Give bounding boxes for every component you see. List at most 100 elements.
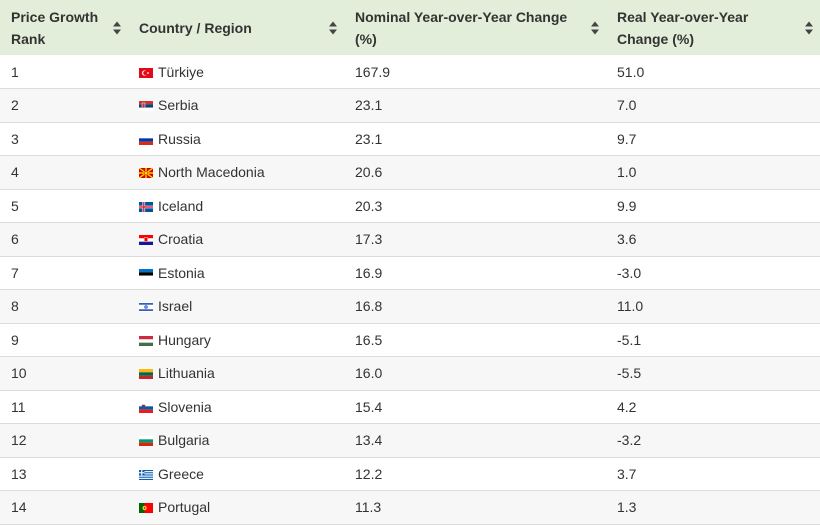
table-row: 9 Hungary 16.5 -5.1 bbox=[0, 323, 820, 357]
table-row: 8 Israel 16.8 11.0 bbox=[0, 289, 820, 324]
sort-icon[interactable] bbox=[329, 21, 337, 34]
bulgaria-flag-icon bbox=[139, 436, 153, 447]
real-change-cell: 1.0 bbox=[606, 155, 820, 190]
country-cell: Lithuania bbox=[128, 356, 344, 391]
country-name: Greece bbox=[158, 465, 204, 482]
rank-cell: 8 bbox=[0, 289, 128, 324]
table-row: 14 Portugal 11.3 1.3 bbox=[0, 490, 820, 525]
sort-icon[interactable] bbox=[113, 21, 121, 34]
israel-flag-icon bbox=[139, 302, 153, 313]
rank-cell: 5 bbox=[0, 189, 128, 223]
column-header-country[interactable]: Country / Region bbox=[128, 0, 344, 55]
table-row: 2 Serbia 23.1 7.0 bbox=[0, 88, 820, 123]
real-change-cell: 1.3 bbox=[606, 490, 820, 525]
column-header-label: Nominal Year-over-Year Change (%) bbox=[355, 9, 568, 47]
rank-cell: 4 bbox=[0, 155, 128, 190]
country-name: Slovenia bbox=[158, 398, 212, 415]
turkey-flag-icon bbox=[139, 67, 153, 78]
north-macedonia-flag-icon bbox=[139, 168, 153, 179]
table-row: 1 Türkiye 167.9 51.0 bbox=[0, 55, 820, 89]
estonia-flag-icon bbox=[139, 268, 153, 279]
table-row: 12 Bulgaria 13.4 -3.2 bbox=[0, 423, 820, 458]
nominal-change-cell: 23.1 bbox=[344, 122, 606, 156]
country-cell: Portugal bbox=[128, 490, 344, 525]
lithuania-flag-icon bbox=[139, 369, 153, 380]
rank-cell: 2 bbox=[0, 88, 128, 123]
rank-cell: 14 bbox=[0, 490, 128, 525]
portugal-flag-icon bbox=[139, 503, 153, 514]
country-cell: Iceland bbox=[128, 189, 344, 223]
greece-flag-icon bbox=[139, 469, 153, 480]
table-row: 13 Greece 12.2 3.7 bbox=[0, 457, 820, 491]
nominal-change-cell: 167.9 bbox=[344, 55, 606, 89]
table-row: 11 Slovenia 15.4 4.2 bbox=[0, 390, 820, 424]
column-header-label: Real Year-over-Year Change (%) bbox=[617, 9, 749, 47]
table-row: 5 Iceland 20.3 9.9 bbox=[0, 189, 820, 223]
russia-flag-icon bbox=[139, 134, 153, 145]
country-name: Serbia bbox=[158, 97, 199, 114]
country-cell: Russia bbox=[128, 122, 344, 156]
country-cell: Estonia bbox=[128, 256, 344, 290]
country-cell: Croatia bbox=[128, 222, 344, 257]
real-change-cell: 7.0 bbox=[606, 88, 820, 123]
country-cell: Greece bbox=[128, 457, 344, 491]
nominal-change-cell: 23.1 bbox=[344, 88, 606, 123]
table-row: 6 Croatia 17.3 3.6 bbox=[0, 222, 820, 257]
nominal-change-cell: 15.4 bbox=[344, 390, 606, 424]
country-name: Israel bbox=[158, 298, 193, 315]
table-row: 3 Russia 23.1 9.7 bbox=[0, 122, 820, 156]
rank-cell: 6 bbox=[0, 222, 128, 257]
country-cell: Serbia bbox=[128, 88, 344, 123]
hungary-flag-icon bbox=[139, 335, 153, 346]
column-header-label: Country / Region bbox=[139, 20, 252, 36]
real-change-cell: 3.6 bbox=[606, 222, 820, 257]
sort-icon[interactable] bbox=[591, 21, 599, 34]
nominal-change-cell: 13.4 bbox=[344, 423, 606, 458]
rank-cell: 1 bbox=[0, 55, 128, 89]
column-header-nominal[interactable]: Nominal Year-over-Year Change (%) bbox=[344, 0, 606, 55]
table-header: Price Growth Rank Country / Region Nomin… bbox=[0, 0, 820, 55]
nominal-change-cell: 16.9 bbox=[344, 256, 606, 290]
country-name: Croatia bbox=[158, 231, 204, 248]
country-name: Türkiye bbox=[158, 63, 204, 80]
rank-cell: 13 bbox=[0, 457, 128, 491]
nominal-change-cell: 17.3 bbox=[344, 222, 606, 257]
country-name: Bulgaria bbox=[158, 432, 210, 449]
rank-cell: 10 bbox=[0, 356, 128, 391]
nominal-change-cell: 12.2 bbox=[344, 457, 606, 491]
nominal-change-cell: 16.0 bbox=[344, 356, 606, 391]
real-change-cell: -3.0 bbox=[606, 256, 820, 290]
rank-cell: 11 bbox=[0, 390, 128, 424]
real-change-cell: -5.5 bbox=[606, 356, 820, 391]
slovenia-flag-icon bbox=[139, 402, 153, 413]
rank-cell: 7 bbox=[0, 256, 128, 290]
real-change-cell: 9.7 bbox=[606, 122, 820, 156]
serbia-flag-icon bbox=[139, 101, 153, 112]
nominal-change-cell: 16.8 bbox=[344, 289, 606, 324]
nominal-change-cell: 20.6 bbox=[344, 155, 606, 190]
real-change-cell: 9.9 bbox=[606, 189, 820, 223]
table-row: 10 Lithuania 16.0 -5.5 bbox=[0, 356, 820, 391]
country-name: Portugal bbox=[158, 499, 211, 516]
real-change-cell: 51.0 bbox=[606, 55, 820, 89]
nominal-change-cell: 20.3 bbox=[344, 189, 606, 223]
nominal-change-cell: 11.3 bbox=[344, 490, 606, 525]
real-change-cell: -3.2 bbox=[606, 423, 820, 458]
real-change-cell: 11.0 bbox=[606, 289, 820, 324]
country-name: Iceland bbox=[158, 197, 204, 214]
country-name: Lithuania bbox=[158, 365, 215, 382]
country-cell: North Macedonia bbox=[128, 155, 344, 190]
real-change-cell: 4.2 bbox=[606, 390, 820, 424]
nominal-change-cell: 16.5 bbox=[344, 323, 606, 357]
column-header-label: Price Growth Rank bbox=[11, 9, 99, 47]
country-cell: Türkiye bbox=[128, 55, 344, 89]
croatia-flag-icon bbox=[139, 235, 153, 246]
sort-icon[interactable] bbox=[805, 21, 813, 34]
real-change-cell: -5.1 bbox=[606, 323, 820, 357]
real-change-cell: 3.7 bbox=[606, 457, 820, 491]
column-header-real[interactable]: Real Year-over-Year Change (%) bbox=[606, 0, 820, 55]
table-row: 7 Estonia 16.9 -3.0 bbox=[0, 256, 820, 290]
country-cell: Israel bbox=[128, 289, 344, 324]
column-header-rank[interactable]: Price Growth Rank bbox=[0, 0, 128, 55]
